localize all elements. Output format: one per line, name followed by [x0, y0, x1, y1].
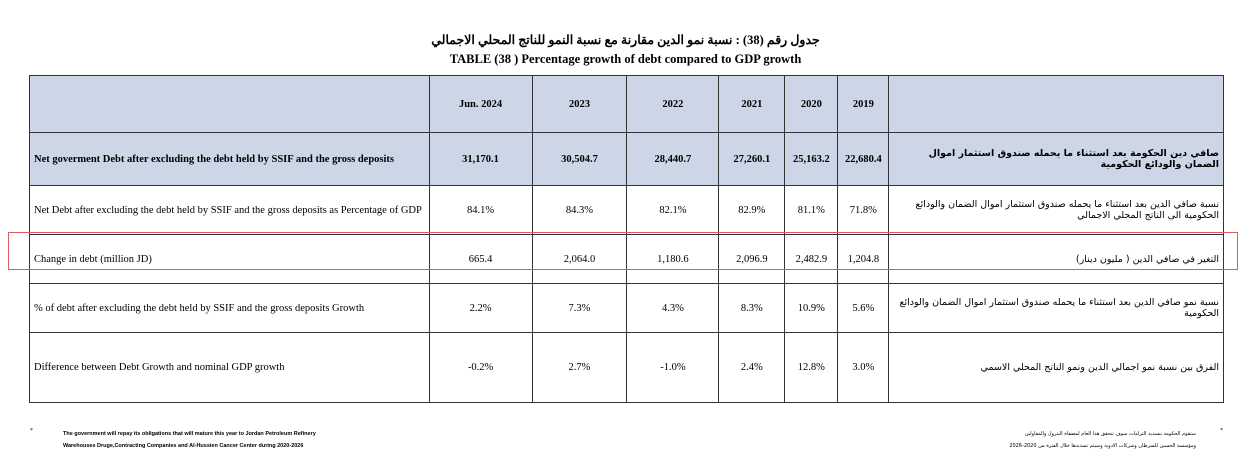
cell-value: 84.1% [428, 185, 533, 235]
year-header: 2019 [837, 75, 890, 133]
cell-value: 84.3% [531, 185, 628, 235]
table-title-english: TABLE (38 ) Percentage growth of debt co… [449, 52, 802, 66]
cell-value: 25,163.2 [784, 132, 839, 186]
cell-value: -0.2% [428, 332, 533, 403]
table-title-arabic: جدول رقم (38) : نسبة نمو الدين مقارنة مع… [431, 33, 820, 47]
cell-value: 71.8% [837, 185, 890, 235]
cell-value: 12.8% [784, 332, 839, 403]
cell-value: 1,180.6 [626, 234, 720, 284]
cell-value: 28,440.7 [626, 132, 720, 186]
header-blank-left [29, 75, 430, 133]
cell-value: 1,204.8 [837, 234, 890, 284]
table-row: Change in debt (million JD) 665.4 2,064.… [29, 234, 1224, 284]
footnote-arabic-line: ستقوم الحكومة بتسديد التزامات سوف تتحقق … [1024, 431, 1196, 437]
cell-value: -1.0% [626, 332, 720, 403]
row-label-english: Difference between Debt Growth and nomin… [29, 332, 430, 403]
row-label-arabic: نسبة نمو صافي الدين بعد استثناء ما يحمله… [888, 283, 1224, 333]
cell-value: 30,504.7 [531, 132, 628, 186]
year-header: 2020 [784, 75, 839, 133]
debt-growth-table: Jun. 2024 2023 2022 2021 2020 2019 Net g… [29, 75, 1224, 403]
footnote-arabic-line: ومؤسسة الحسين للسرطان وشركات الادوية وسي… [1009, 443, 1196, 449]
cell-value: 665.4 [428, 234, 533, 284]
cell-value: 3.0% [837, 332, 890, 403]
cell-value: 2,096.9 [718, 234, 786, 284]
row-label-english: % of debt after excluding the debt held … [29, 283, 430, 333]
header-row: Jun. 2024 2023 2022 2021 2020 2019 [29, 75, 1224, 133]
cell-value: 5.6% [837, 283, 890, 333]
table-row: % of debt after excluding the debt held … [29, 283, 1224, 333]
year-header: 2023 [531, 75, 628, 133]
footnote-english: The government will repay its obligation… [63, 428, 316, 452]
footnote-english-line: Warehouses Druge,Contracting Companies a… [63, 443, 304, 449]
year-header: 2022 [626, 75, 720, 133]
row-label-arabic: صافي دين الحكومة بعد استثناء ما يحمله صن… [888, 132, 1224, 186]
footnote-bullet-arabic: * [1220, 428, 1223, 434]
cell-value: 81.1% [784, 185, 839, 235]
cell-value: 31,170.1 [428, 132, 533, 186]
row-highlight-box [8, 232, 1238, 270]
cell-value: 27,260.1 [718, 132, 786, 186]
cell-value: 10.9% [784, 283, 839, 333]
year-header: Jun. 2024 [428, 75, 533, 133]
row-label-arabic: التغير في صافي الدين ( مليون دينار) [888, 234, 1224, 284]
table-row: Net Debt after excluding the debt held b… [29, 185, 1224, 235]
cell-value: 2.4% [718, 332, 786, 403]
year-header: 2021 [718, 75, 786, 133]
cell-value: 4.3% [626, 283, 720, 333]
row-label-english: Net goverment Debt after excluding the d… [29, 132, 430, 186]
footnote-english-line: The government will repay its obligation… [63, 431, 316, 437]
cell-value: 22,680.4 [837, 132, 890, 186]
cell-value: 82.1% [626, 185, 720, 235]
row-label-arabic: نسبة صافي الدين بعد استثناء ما يحمله صند… [888, 185, 1224, 235]
cell-value: 8.3% [718, 283, 786, 333]
header-blank-right [888, 75, 1224, 133]
footnote-bullet-english: * [30, 428, 33, 434]
row-label-english: Net Debt after excluding the debt held b… [29, 185, 430, 235]
row-label-arabic: الفرق بين نسبة نمو اجمالي الدين ونمو الن… [888, 332, 1224, 403]
footnote-arabic: ستقوم الحكومة بتسديد التزامات سوف تتحقق … [1009, 428, 1196, 452]
cell-value: 82.9% [718, 185, 786, 235]
cell-value: 2.2% [428, 283, 533, 333]
table-row: Difference between Debt Growth and nomin… [29, 332, 1224, 403]
cell-value: 7.3% [531, 283, 628, 333]
cell-value: 2.7% [531, 332, 628, 403]
cell-value: 2,064.0 [531, 234, 628, 284]
table-row: Net goverment Debt after excluding the d… [29, 132, 1224, 186]
